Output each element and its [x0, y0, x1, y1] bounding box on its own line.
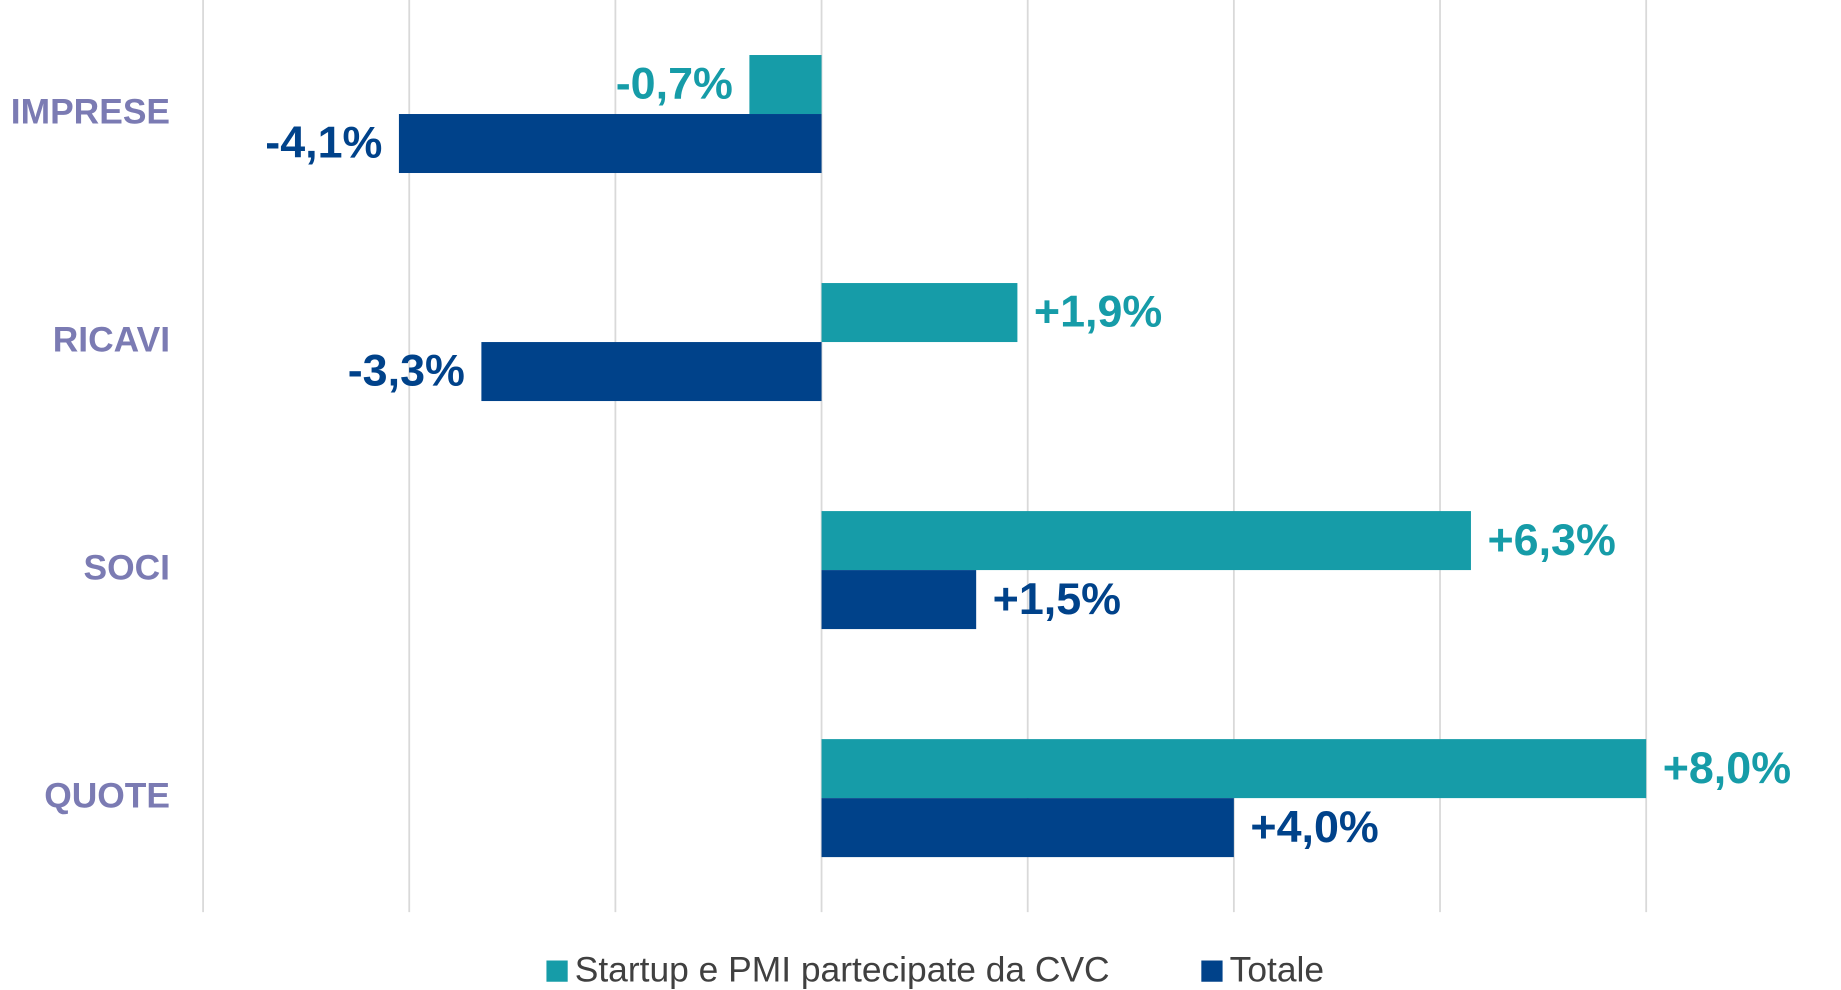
bar: [821, 798, 1234, 858]
data-label: +1,5%: [993, 573, 1121, 624]
data-label: +1,9%: [1034, 286, 1162, 337]
bar: [749, 55, 822, 115]
legend-label: Totale: [1230, 951, 1324, 990]
data-label: -0,7%: [616, 58, 733, 109]
data-label: +6,3%: [1487, 514, 1615, 565]
y-tick-label: SOCI: [84, 548, 170, 587]
data-label: -4,1%: [265, 117, 382, 168]
data-label: +4,0%: [1250, 801, 1378, 852]
bar: [821, 283, 1018, 343]
legend-swatch: [546, 960, 568, 982]
y-tick-label: QUOTE: [44, 776, 170, 815]
data-label: +8,0%: [1663, 742, 1791, 793]
data-label: -3,3%: [348, 345, 465, 396]
bar: [481, 342, 822, 402]
bar: [821, 511, 1471, 571]
legend-swatch: [1201, 960, 1223, 982]
y-tick-label: RICAVI: [53, 320, 170, 359]
y-tick-label: IMPRESE: [11, 92, 170, 131]
bar: [398, 114, 822, 174]
bar: [821, 739, 1647, 799]
legend-label: Startup e PMI partecipate da CVC: [575, 951, 1110, 990]
bar: [821, 570, 977, 630]
